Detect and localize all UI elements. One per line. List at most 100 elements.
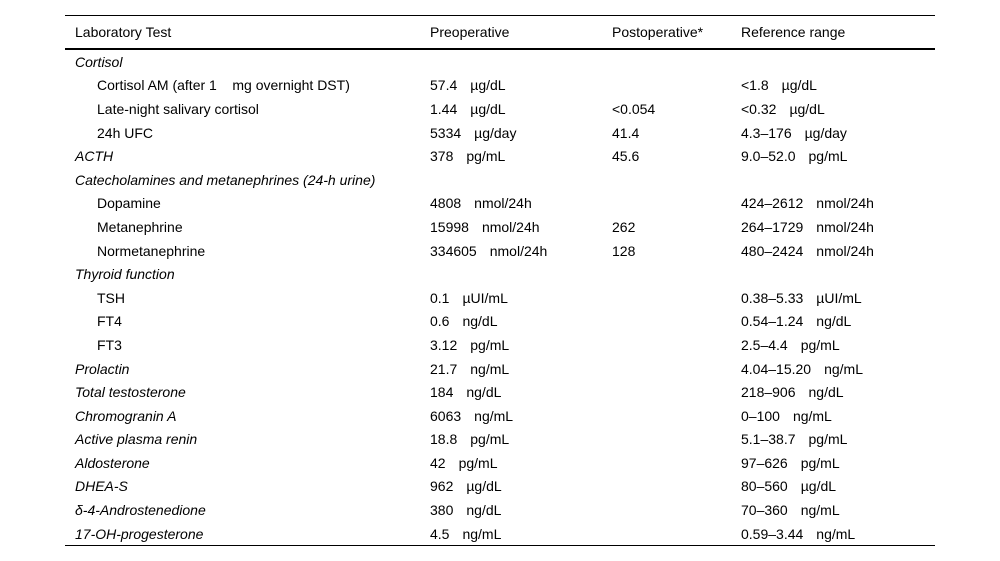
table-row: Cortisol: [65, 50, 935, 74]
preoperative-cell: 378 pg/mL: [430, 144, 505, 168]
reference-unit: ng/mL: [800, 502, 840, 519]
lab-results-table: Laboratory Test Preoperative Postoperati…: [65, 15, 935, 547]
reference-unit: nmol/24h: [816, 242, 874, 259]
reference-unit: ng/mL: [824, 360, 863, 377]
preoperative-value: 6063: [430, 407, 462, 424]
reference-cell: 264–1729 nmol/24h: [741, 215, 874, 239]
test-label: Cortisol AM (after 1 mg overnight DST): [97, 77, 350, 94]
preoperative-cell: 6063 ng/mL: [430, 404, 513, 428]
reference-value: 218–906: [741, 384, 796, 401]
reference-cell: 5.1–38.7 pg/mL: [741, 428, 847, 452]
reference-unit: µUI/mL: [816, 289, 862, 306]
table-row: Total testosterone 184 ng/dL 218–906 ng/dL: [65, 380, 935, 404]
table-row: Active plasma renin 18.8 pg/mL 5.1–38.7 pg…: [65, 428, 935, 452]
preoperative-cell: 5334 µg/day: [430, 121, 516, 145]
reference-value: 0–100: [741, 407, 780, 424]
table-row: Metanephrine 15998 nmol/24h 262 264–1729 n…: [65, 215, 935, 239]
reference-cell: 4.3–176 µg/day: [741, 121, 847, 145]
preoperative-value: 21.7: [430, 360, 458, 377]
preoperative-unit: nmol/24h: [481, 218, 540, 235]
reference-unit: pg/mL: [800, 336, 840, 353]
preoperative-unit: nmol/24h: [474, 195, 532, 212]
preoperative-unit: µg/dL: [470, 100, 506, 117]
postoperative-cell: <0.054: [612, 97, 655, 121]
preoperative-cell: 15998 nmol/24h: [430, 215, 540, 239]
test-label: Prolactin: [75, 360, 130, 377]
reference-unit: ng/dL: [816, 313, 852, 330]
preoperative-cell: 57.4 µg/dL: [430, 74, 506, 98]
preoperative-cell: 380 ng/dL: [430, 498, 501, 522]
reference-cell: <1.8 µg/dL: [741, 74, 817, 98]
preoperative-value: 0.1: [430, 289, 450, 306]
reference-unit: ng/mL: [792, 407, 832, 424]
test-label: Thyroid function: [75, 266, 175, 283]
table-row: FT3 3.12 pg/mL 2.5–4.4 pg/mL: [65, 333, 935, 357]
reference-value: 70–360: [741, 502, 788, 519]
preoperative-value: 3.12: [430, 336, 458, 353]
preoperative-unit: pg/mL: [458, 454, 498, 471]
reference-value: 0.54–1.24: [741, 313, 804, 330]
reference-value: 0.59–3.44: [741, 525, 804, 542]
preoperative-cell: 42 pg/mL: [430, 451, 498, 475]
reference-value: 97–626: [741, 454, 788, 471]
preoperative-unit: pg/mL: [470, 336, 510, 353]
preoperative-value: 4.5: [430, 525, 450, 542]
reference-cell: 0.38–5.33 µUI/mL: [741, 286, 862, 310]
test-label: 17-OH-progesterone: [75, 525, 204, 542]
table-row: Catecholamines and metanephrines (24-h u…: [65, 168, 935, 192]
reference-unit: pg/mL: [808, 148, 848, 165]
preoperative-value: 380: [430, 502, 454, 519]
test-label: FT3: [97, 336, 122, 353]
test-label: Normetanephrine: [97, 242, 206, 259]
preoperative-value: 57.4: [430, 77, 458, 94]
table-header-row: Laboratory Test Preoperative Postoperati…: [65, 16, 935, 50]
test-label: TSH: [97, 289, 125, 306]
preoperative-cell: 0.1 µUI/mL: [430, 286, 508, 310]
preoperative-unit: ng/mL: [470, 360, 510, 377]
postoperative-cell: 45.6: [612, 144, 639, 168]
test-label: Active plasma renin: [75, 431, 198, 448]
reference-cell: 0.59–3.44 ng/mL: [741, 522, 855, 546]
preoperative-unit: ng/dL: [462, 313, 498, 330]
reference-unit: nmol/24h: [816, 195, 874, 212]
preoperative-value: 184: [430, 384, 454, 401]
preoperative-unit: µg/dL: [466, 478, 502, 495]
reference-cell: 480–2424 nmol/24h: [741, 239, 874, 263]
preoperative-value: 378: [430, 148, 454, 165]
table-row: Cortisol AM (after 1 mg overnight DST) 5…: [65, 74, 935, 98]
reference-value: 4.04–15.20: [741, 360, 812, 377]
postoperative-value: 41.4: [612, 124, 640, 141]
preoperative-unit: pg/mL: [466, 148, 506, 165]
table-row: Thyroid function: [65, 262, 935, 286]
preoperative-cell: 184 ng/dL: [430, 380, 501, 404]
test-label: Aldosterone: [75, 454, 150, 471]
postoperative-cell: 262: [612, 215, 635, 239]
reference-value: 0.38–5.33: [741, 289, 804, 306]
table-row: Chromogranin A 6063 ng/mL 0–100 ng/mL: [65, 404, 935, 428]
preoperative-unit: µg/day: [474, 124, 517, 141]
table-row: Aldosterone 42 pg/mL 97–626 pg/mL: [65, 451, 935, 475]
reference-value: 5.1–38.7: [741, 431, 796, 448]
preoperative-unit: ng/dL: [466, 502, 502, 519]
reference-cell: 2.5–4.4 pg/mL: [741, 333, 840, 357]
preoperative-value: 5334: [430, 124, 462, 141]
column-header-preoperative: Preoperative: [430, 24, 510, 40]
preoperative-unit: ng/mL: [474, 407, 514, 424]
reference-unit: µg/day: [804, 124, 847, 141]
test-label: 24h UFC: [97, 124, 154, 141]
test-label: Catecholamines and metanephrines (24-h u…: [75, 171, 376, 188]
reference-cell: 9.0–52.0 pg/mL: [741, 144, 847, 168]
preoperative-value: 962: [430, 478, 454, 495]
reference-unit: pg/mL: [808, 431, 848, 448]
test-label: δ-4-Androstenedione: [75, 502, 206, 519]
preoperative-unit: µUI/mL: [462, 289, 508, 306]
reference-cell: 80–560 µg/dL: [741, 475, 836, 499]
reference-unit: µg/dL: [781, 77, 817, 94]
test-label: ACTH: [75, 148, 114, 165]
reference-value: 264–1729: [741, 218, 804, 235]
reference-unit: ng/dL: [808, 384, 844, 401]
preoperative-unit: ng/mL: [462, 525, 502, 542]
test-label: Metanephrine: [97, 218, 183, 235]
table-body: Cortisol Cortisol AM (after 1 mg overnig…: [65, 50, 935, 545]
reference-value: 4.3–176: [741, 124, 792, 141]
